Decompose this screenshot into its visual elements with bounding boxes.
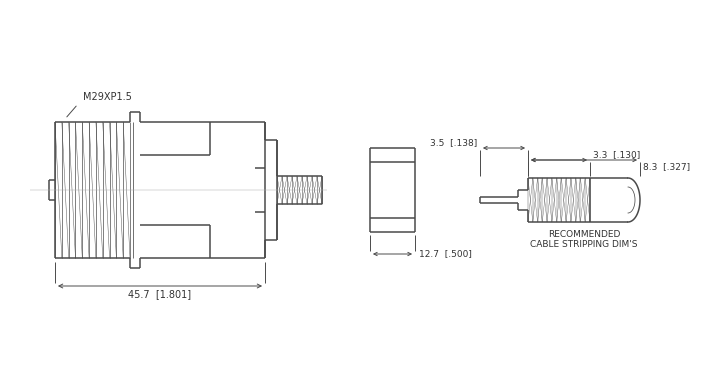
Text: M29XP1.5: M29XP1.5: [83, 92, 132, 102]
Text: 3.5  [.138]: 3.5 [.138]: [430, 138, 477, 147]
Text: 12.7  [.500]: 12.7 [.500]: [419, 250, 472, 259]
Text: 8.3  [.327]: 8.3 [.327]: [643, 162, 690, 171]
Text: RECOMMENDED: RECOMMENDED: [548, 230, 620, 239]
Text: 45.7  [1.801]: 45.7 [1.801]: [128, 289, 192, 299]
Text: CABLE STRIPPING DIM'S: CABLE STRIPPING DIM'S: [530, 240, 638, 249]
Text: 3.3  [.130]: 3.3 [.130]: [593, 150, 640, 159]
